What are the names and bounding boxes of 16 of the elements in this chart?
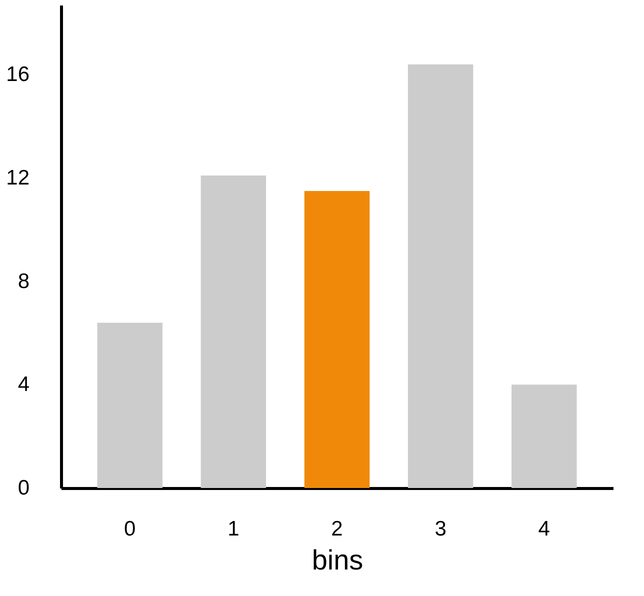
y-tick-label: 8 <box>18 270 30 293</box>
bar <box>200 175 266 488</box>
y-tick-label: 16 <box>6 63 30 86</box>
x-tick-label: 3 <box>434 518 446 540</box>
x-axis-title: bins <box>312 544 364 576</box>
bar <box>408 64 474 488</box>
y-tick-label: 12 <box>6 166 30 190</box>
x-tick-label: 0 <box>124 518 136 540</box>
x-tick-label: 4 <box>538 518 550 540</box>
x-tick-label: 2 <box>331 518 343 540</box>
bar <box>97 322 162 488</box>
y-tick-label: 4 <box>18 373 30 396</box>
bar <box>304 190 370 488</box>
y-tick-label: 0 <box>18 476 30 500</box>
x-tick-label: 1 <box>228 518 240 540</box>
bar <box>512 384 577 488</box>
